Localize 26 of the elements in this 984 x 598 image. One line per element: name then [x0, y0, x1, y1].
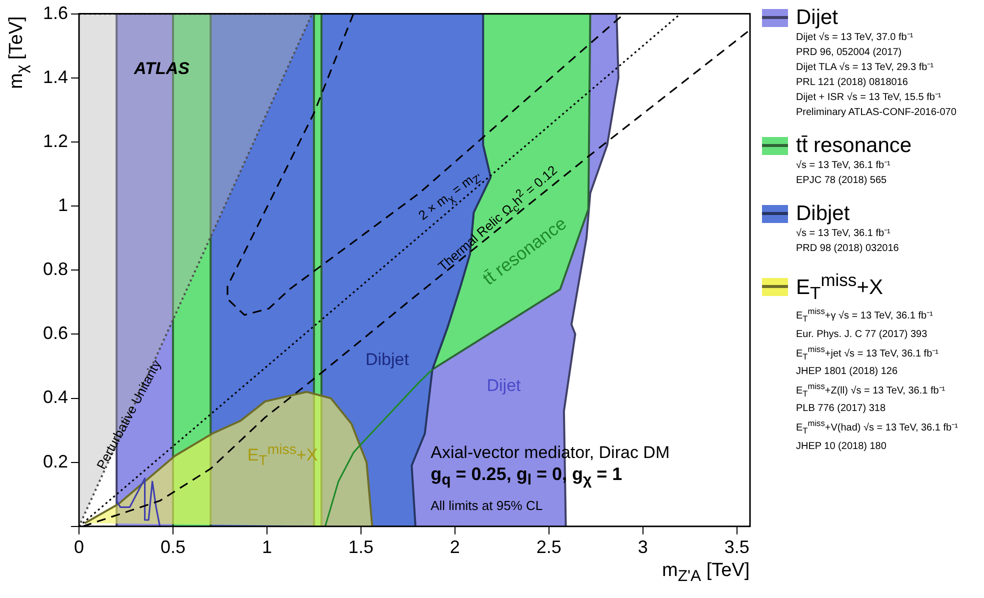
x-tick-label: 0.5 [160, 537, 186, 558]
y-tick-label: 1.4 [42, 66, 68, 87]
annotation: ATLAS [134, 58, 190, 78]
x-tick-label: 0 [74, 537, 84, 558]
x-tick-label: 3 [638, 537, 648, 558]
legend-label: Dibjet √s = 13 TeV, 36.1 fb⁻¹ PRD 98 (2018) 032016 [796, 202, 900, 256]
legend-label: Dijet Dijet √s = 13 TeV, 37.0 fb⁻¹ PRD 96, 052004 (2017) Dijet TLA √s = 13 TeV, 29.3 fb⁻¹ PRL 121 (2018) 0818016 Dijet + ISR √s = 13 TeV, 15.5 fb⁻¹ Preliminary ATLAS-CONF-2016-070 [796, 6, 958, 120]
x-tick-label: 2.5 [536, 537, 562, 558]
x-tick-label: 1.5 [348, 537, 374, 558]
annotation: Dibjet [366, 350, 409, 370]
y-tick-label: 0.6 [42, 323, 68, 344]
y-tick-label: 1.2 [42, 130, 68, 151]
annotation: Dijet [486, 376, 521, 395]
y-tick-label: 0.8 [42, 259, 68, 280]
y-tick-label: 1.6 [42, 2, 68, 23]
legend-label: tt̄ resonance √s = 13 TeV, 36.1 fb⁻¹ EPJC 78 (2018) 565 [796, 134, 913, 188]
annotation: All limits at 95% CL [430, 498, 543, 513]
text: E$_{T}$$^{miss}$+X E$_{T}$$^{miss}$+γ √s = 13 TeV, 36.1 fb⁻¹ Eur. Phys. J. C 77 (2017) 393 E$_{T}$$^{miss}$+jet √s = 13 TeV, 36.1 fb⁻¹ JHEP 1801 (2018) 126 E$_{T}$$^{miss}$+Z(ll) √s = 13 TeV, 36.1 fb⁻¹ PLB 776 (2017) 318 E$_{T}$$^{miss}$+V(had) √s = 13 TeV, 36.1 fb⁻¹ JHEP 10 (2018) 180 [796, 270, 958, 452]
x-tick-label: 3.5 [724, 537, 750, 558]
annotation: E$_{T}$$^{miss}$+X [247, 442, 318, 470]
y-tick-label: 1 [58, 194, 68, 215]
x-tick-label: 1 [262, 537, 272, 558]
x-axis-title: m$_{Z'A}$ [TeV] [662, 560, 750, 586]
y-tick-label: 0.4 [42, 387, 68, 408]
y-tick-label: 0.2 [42, 451, 68, 472]
x-tick-label: 2 [450, 537, 460, 558]
